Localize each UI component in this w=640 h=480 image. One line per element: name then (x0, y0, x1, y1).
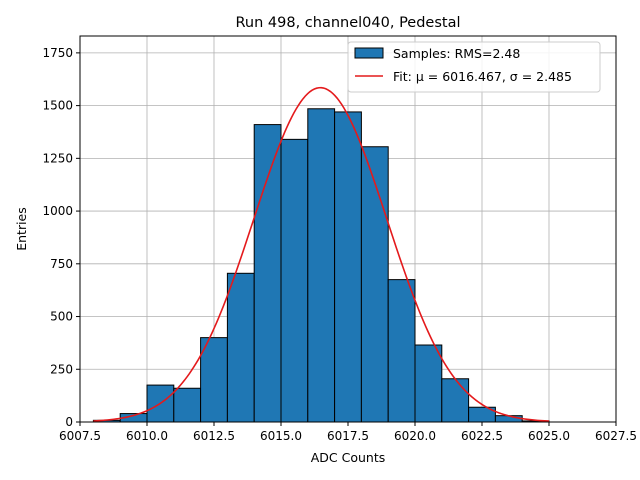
histogram-bar (253, 124, 282, 423)
x-tick-label: 6015.0 (260, 429, 302, 443)
y-tick-label: 1000 (42, 204, 73, 218)
x-tick-label: 6007.5 (59, 429, 101, 443)
histogram-bar (200, 337, 228, 423)
legend-box (347, 41, 601, 93)
histogram-bar (387, 279, 416, 423)
legend-entry-fit: Fit: μ = 6016.467, σ = 2.485 (393, 69, 572, 84)
histogram-bar (280, 138, 309, 423)
x-tick-label: 6012.5 (193, 429, 235, 443)
histogram-bar (414, 344, 443, 423)
y-tick-label: 250 (50, 362, 73, 376)
x-tick-label: 6027.5 (595, 429, 637, 443)
legend-swatch-samples (354, 47, 384, 59)
histogram-bar (441, 378, 470, 423)
x-tick-label: 6022.5 (461, 429, 503, 443)
histogram-bar (334, 111, 362, 423)
y-tick-label: 500 (50, 310, 73, 324)
y-tick-label: 750 (50, 257, 73, 271)
histogram-bars (92, 108, 550, 423)
x-tick-label: 6025.0 (528, 429, 570, 443)
x-axis-label: ADC Counts (311, 450, 386, 465)
y-tick-label: 1250 (42, 151, 73, 165)
y-tick-label: 1750 (42, 46, 73, 60)
x-tick-label: 6010.0 (126, 429, 168, 443)
y-tick-label: 1500 (42, 99, 73, 113)
y-axis-label: Entries (14, 207, 29, 251)
chart-title: Run 498, channel040, Pedestal (235, 15, 460, 31)
x-tick-label: 6020.0 (394, 429, 436, 443)
fit-curve (93, 86, 550, 422)
histogram-bar (226, 272, 255, 423)
histogram-bar (360, 146, 389, 423)
x-tick-label: 6017.5 (327, 429, 369, 443)
fit-curve-layer (93, 86, 550, 422)
legend-entry-samples: Samples: RMS=2.48 (393, 46, 520, 61)
y-tick-label: 0 (65, 415, 73, 429)
legend: Samples: RMS=2.48 Fit: μ = 6016.467, σ =… (347, 41, 601, 93)
y-axis-ticks: 0 250 500 750 1000 1250 1500 1750 (42, 46, 80, 429)
histogram-bar (307, 108, 336, 423)
x-axis-ticks: 6007.5 6010.0 6012.5 6015.0 6017.5 6020.0 6022… (59, 422, 637, 443)
histogram-bar (173, 387, 202, 423)
